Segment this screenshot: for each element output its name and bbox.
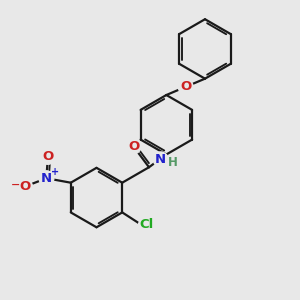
Text: O: O [42,150,53,163]
Text: Cl: Cl [139,218,153,231]
Text: −: − [11,180,20,190]
Text: O: O [20,180,31,193]
Text: +: + [51,167,59,177]
Text: N: N [155,153,166,166]
Text: O: O [128,140,139,153]
Circle shape [166,155,181,170]
Circle shape [153,152,168,167]
Circle shape [139,218,153,232]
Text: O: O [180,80,191,93]
Text: H: H [168,156,178,169]
Circle shape [178,80,193,94]
Text: N: N [41,172,52,185]
Circle shape [40,149,55,164]
Circle shape [39,171,54,186]
Circle shape [18,179,32,194]
Circle shape [126,139,141,154]
